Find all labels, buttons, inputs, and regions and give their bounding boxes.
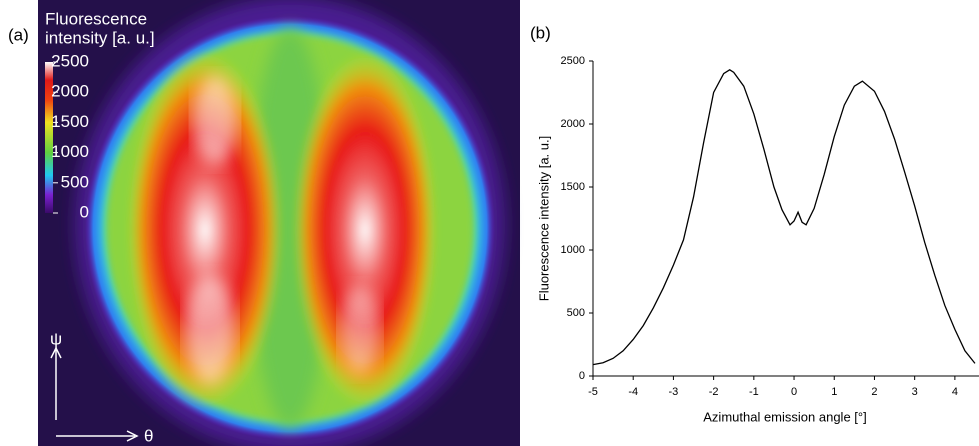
colorbar-title: Fluorescence (45, 9, 147, 28)
x-tick-label: -3 (669, 386, 679, 398)
y-tick-label: 2000 (561, 118, 585, 130)
y-axis-title: Fluorescence intensity [a. u.] (536, 136, 551, 301)
x-tick-label: 0 (791, 386, 797, 398)
y-tick-label: 0 (579, 370, 585, 382)
colorbar-tick-label: 1000 (51, 142, 89, 161)
colorbar-tick-label: 2500 (51, 51, 89, 70)
x-tick-label: -5 (588, 386, 598, 398)
y-tick-label: 1500 (561, 181, 585, 193)
x-tick-label: 3 (912, 386, 918, 398)
colorbar-tick-label: 0 (80, 202, 89, 221)
colorbar-tick-label: 500 (61, 172, 89, 191)
x-tick-label: -4 (628, 386, 638, 398)
colorbar-tick-label: 1500 (51, 112, 89, 131)
y-tick-label: 500 (567, 307, 585, 319)
colorbar-title: intensity [a. u.] (45, 28, 155, 47)
x-tick-label: 4 (952, 386, 958, 398)
line-series (592, 69, 976, 366)
y-tick-label: 2500 (561, 55, 585, 67)
colorbar-tick-label: 2000 (51, 82, 89, 101)
y-axis-label: ψ (50, 329, 62, 348)
x-axis-title: Azimuthal emission angle [°] (703, 409, 866, 424)
panel-label: (b) (530, 23, 551, 42)
heatmap (38, 0, 520, 446)
x-tick-label: 2 (871, 386, 877, 398)
x-axis-label: θ (144, 426, 153, 445)
y-tick-label: 1000 (561, 244, 585, 256)
x-tick-label: 1 (831, 386, 837, 398)
x-tick-label: -1 (749, 386, 759, 398)
x-tick-label: -2 (709, 386, 719, 398)
panel-label: (a) (8, 25, 29, 44)
